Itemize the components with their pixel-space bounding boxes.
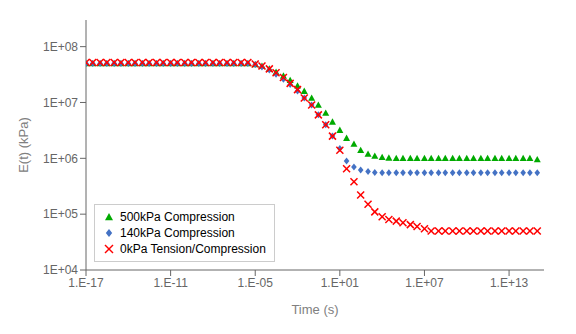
svg-text:1E+07: 1E+07 [43,96,78,110]
svg-text:1.E-11: 1.E-11 [153,276,188,290]
html-text:500kPa Compression: 500kPa Compression [120,210,235,224]
svg-text:Time (s): Time (s) [291,302,338,317]
svg-text:1E+08: 1E+08 [43,40,78,54]
svg-text:E(t) (kPa): E(t) (kPa) [16,117,31,173]
html-text:0kPa Tension/Compression: 0kPa Tension/Compression [120,242,266,256]
svg-text:1E+04: 1E+04 [43,263,78,277]
svg-text:1.E-05: 1.E-05 [238,276,274,290]
html-text:140kPa Compression: 140kPa Compression [120,226,235,240]
svg-text:1.E+13: 1.E+13 [490,276,529,290]
svg-text:1.E+01: 1.E+01 [321,276,360,290]
svg-text:1E+05: 1E+05 [43,207,78,221]
svg-text:1.E+07: 1.E+07 [405,276,444,290]
svg-text:1.E-17: 1.E-17 [68,276,104,290]
svg-text:1E+06: 1E+06 [43,152,78,166]
